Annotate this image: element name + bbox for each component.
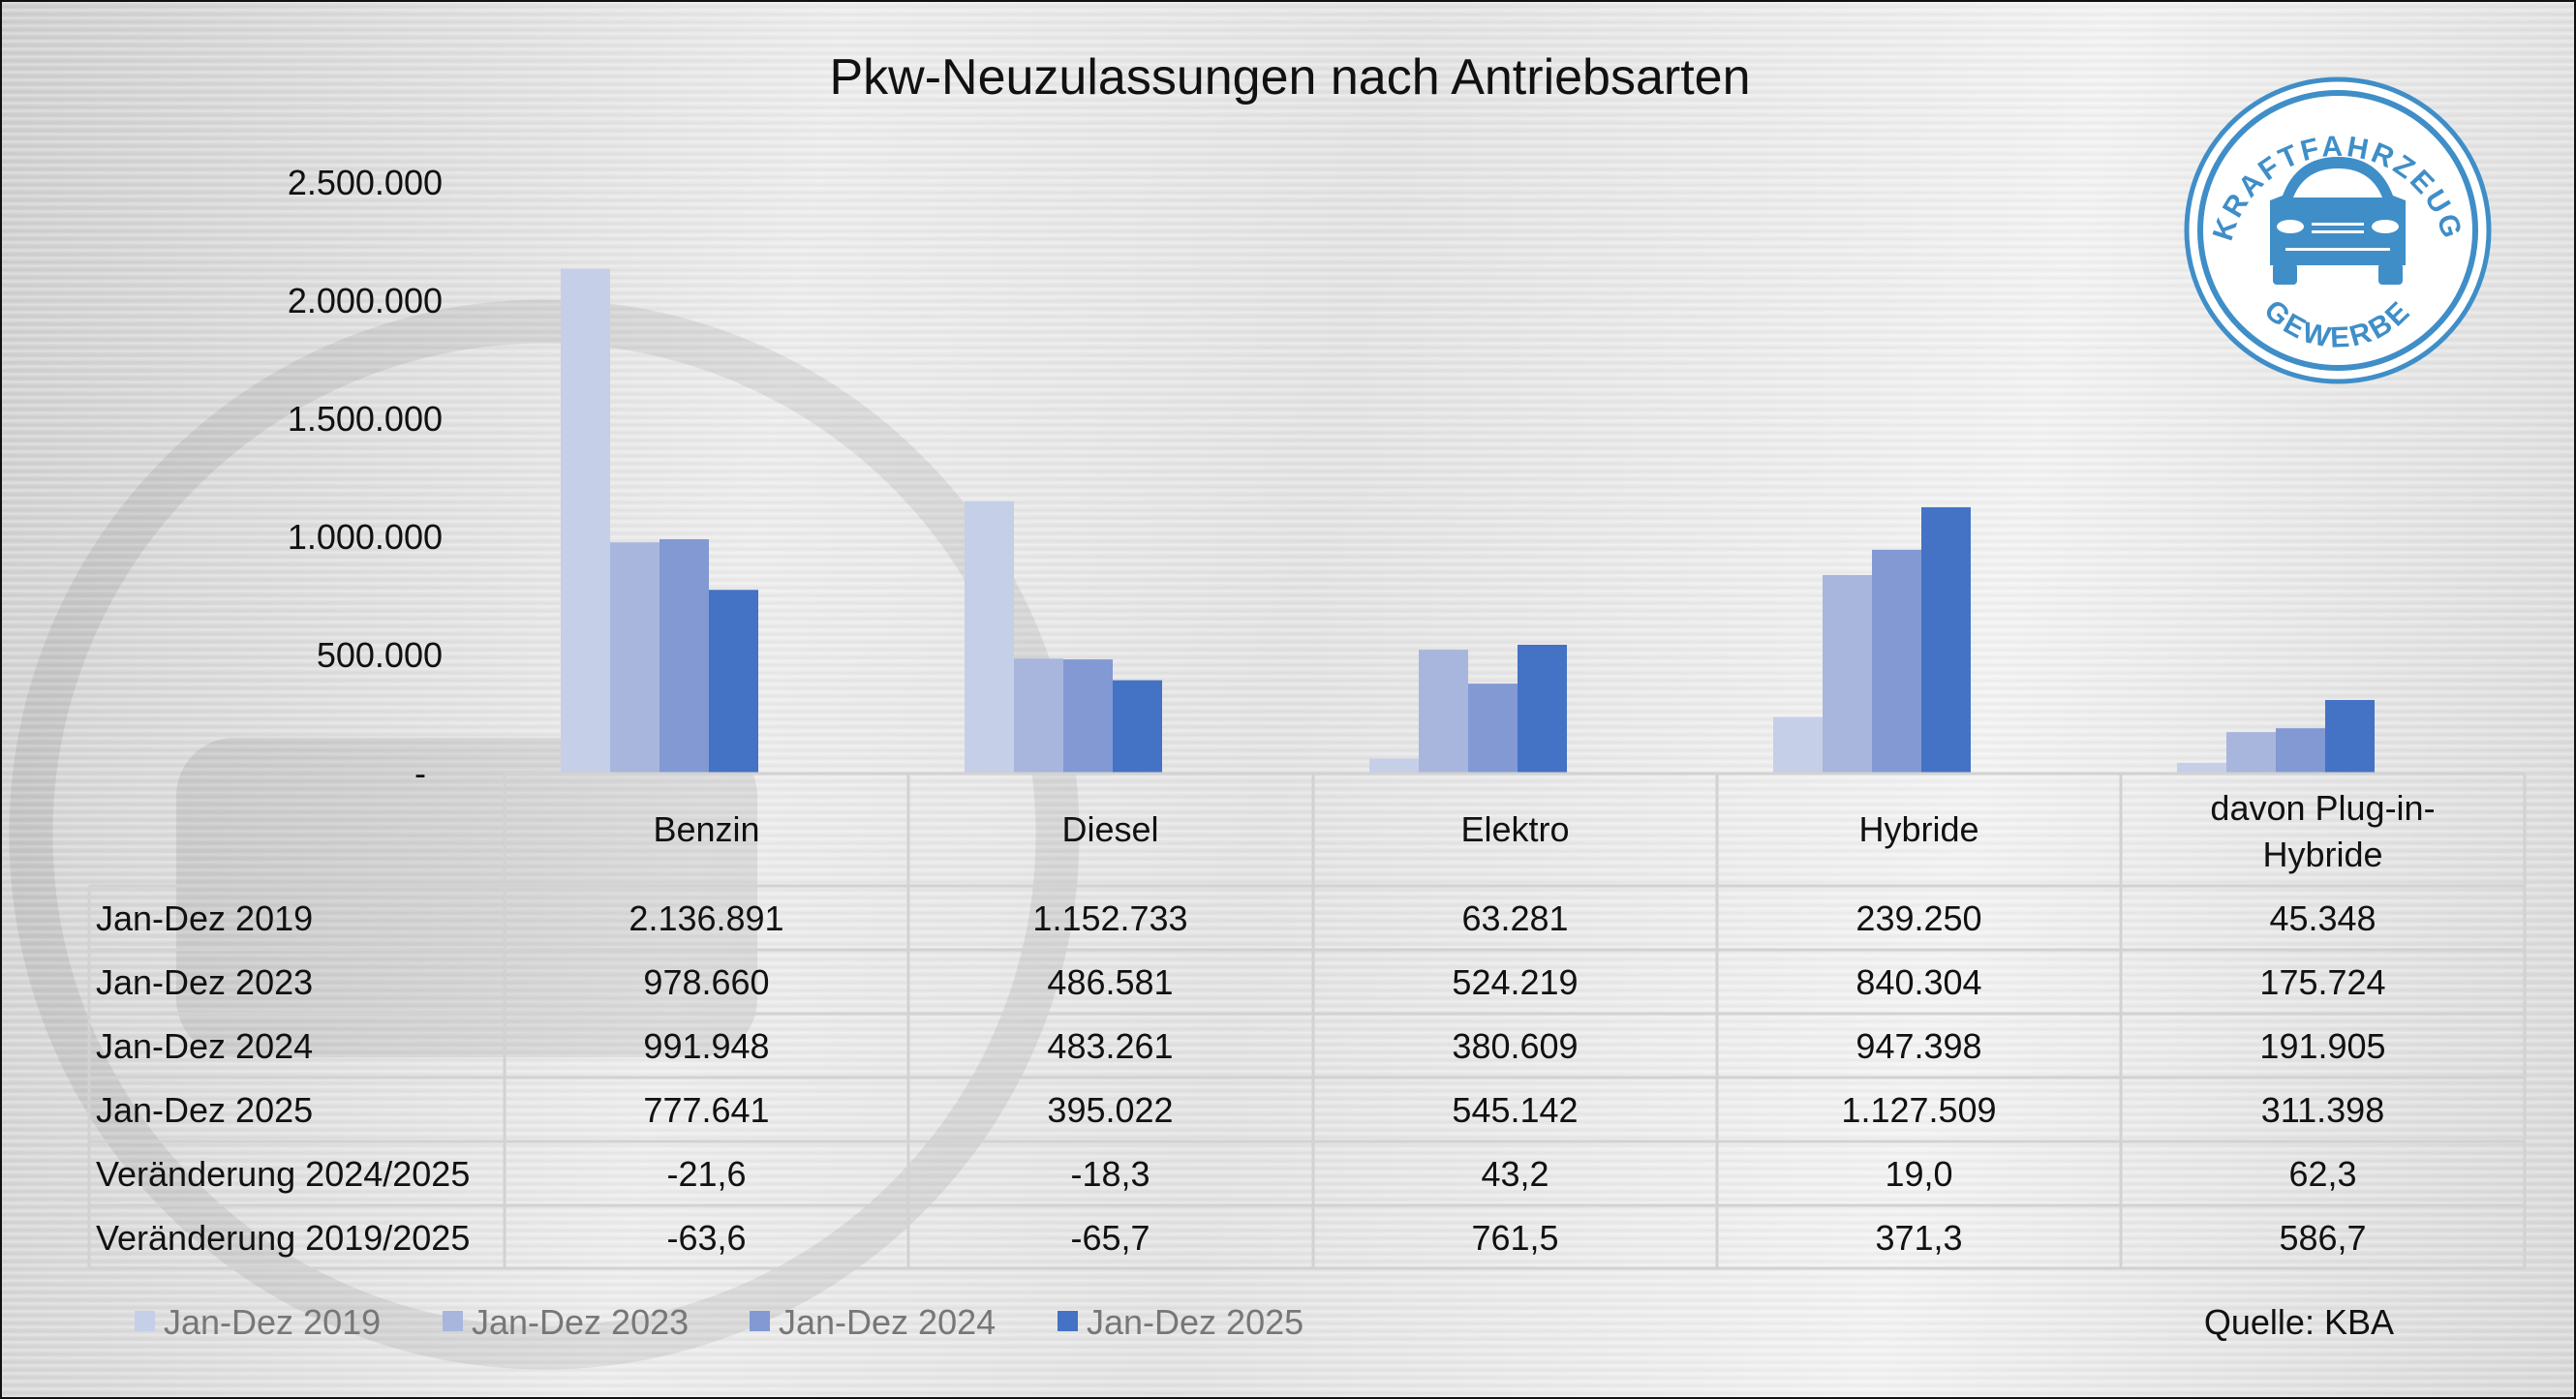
car-headlight-left [2277, 220, 2304, 233]
table-cell: 524.219 [1452, 962, 1578, 1002]
watermark-logo [9, 299, 1080, 1370]
bar-elektro-0 [1369, 758, 1419, 774]
table-cell: 62,3 [2288, 1154, 2356, 1194]
bar-diesel-1 [1014, 658, 1063, 774]
bar-hybride-1 [1823, 574, 1872, 774]
bar-hybride-2 [1872, 549, 1921, 774]
car-icon [2270, 157, 2406, 285]
table-cell: 545.142 [1452, 1090, 1578, 1130]
car-grille [2312, 230, 2364, 233]
table-cell: 991.948 [643, 1026, 769, 1066]
legend-swatch [135, 1311, 155, 1331]
category-header: Elektro [1460, 809, 1569, 849]
legend-label: Jan-Dez 2025 [1087, 1302, 1303, 1342]
car-headlight-right [2372, 220, 2399, 233]
bar-elektro-2 [1468, 684, 1518, 774]
bar-diesel-3 [1113, 680, 1162, 774]
bar-benzin-3 [709, 590, 758, 774]
category-header: Benzin [653, 809, 759, 849]
table-cell: 586,7 [2279, 1218, 2366, 1258]
y-tick-label: 2.500.000 [288, 163, 443, 202]
table-cell: 371,3 [1875, 1218, 1962, 1258]
table-cell: 761,5 [1471, 1218, 1558, 1258]
legend-swatch [1058, 1311, 1078, 1331]
bar-hybride-3 [1921, 506, 1971, 774]
car-grille [2312, 223, 2364, 226]
source-note: Quelle: KBA [2204, 1302, 2394, 1342]
table-cell: 380.609 [1452, 1026, 1578, 1066]
table-row-label: Jan-Dez 2019 [96, 898, 313, 938]
category-header: Diesel [1061, 809, 1158, 849]
watermark-ring [9, 299, 1080, 1370]
table-row-label: Veränderung 2024/2025 [96, 1154, 470, 1194]
table-cell: 19,0 [1885, 1154, 1952, 1194]
table-cell: 840.304 [1855, 962, 1981, 1002]
bar-diesel-0 [965, 501, 1014, 774]
table-row-label: Jan-Dez 2025 [96, 1090, 313, 1130]
table-cell: 486.581 [1047, 962, 1173, 1002]
table-cell: 2.136.891 [629, 898, 783, 938]
car-wheel-left [2273, 263, 2297, 285]
category-header: Hybride [2262, 835, 2382, 874]
table-cell: 947.398 [1855, 1026, 1981, 1066]
table-cell: 1.152.733 [1032, 898, 1187, 938]
y-tick-label: 1.000.000 [288, 517, 443, 557]
bar-elektro-3 [1518, 644, 1567, 774]
table-cell: 175.724 [2259, 962, 2385, 1002]
table-cell: -65,7 [1070, 1218, 1150, 1258]
table-row-label: Jan-Dez 2023 [96, 962, 313, 1002]
table-cell: 45.348 [2269, 898, 2376, 938]
table-cell: 395.022 [1047, 1090, 1173, 1130]
legend-label: Jan-Dez 2023 [472, 1302, 689, 1342]
category-header: davon Plug-in- [2210, 788, 2435, 828]
table-cell: -63,6 [666, 1218, 746, 1258]
y-tick-label: 1.500.000 [288, 399, 443, 439]
table-cell: 63.281 [1461, 898, 1568, 938]
logo-inner-ring [2197, 90, 2478, 371]
bar-davon-plug-in-hybride-2 [2276, 728, 2325, 774]
table-cell: 483.261 [1047, 1026, 1173, 1066]
bar-davon-plug-in-hybride-0 [2177, 762, 2226, 774]
category-header: Hybride [1858, 809, 1978, 849]
bar-davon-plug-in-hybride-1 [2226, 732, 2276, 774]
table-cell: 978.660 [643, 962, 769, 1002]
y-tick-label: 500.000 [317, 635, 443, 675]
legend-label: Jan-Dez 2024 [779, 1302, 996, 1342]
table-cell: 777.641 [643, 1090, 769, 1130]
table-cell: 191.905 [2259, 1026, 2385, 1066]
bar-diesel-2 [1063, 659, 1113, 774]
car-windshield [2293, 168, 2382, 198]
table-row-label: Jan-Dez 2024 [96, 1026, 313, 1066]
bar-benzin-2 [659, 538, 709, 774]
legend-swatch [750, 1311, 770, 1331]
data-table-grid [87, 772, 2527, 1270]
table-cell: 43,2 [1481, 1154, 1549, 1194]
chart-title: Pkw-Neuzulassungen nach Antriebsarten [829, 49, 1750, 106]
y-tick-label: - [414, 753, 426, 793]
table-cell: -21,6 [666, 1154, 746, 1194]
y-tick-label: 2.000.000 [288, 281, 443, 320]
legend-swatch [443, 1311, 463, 1331]
bar-davon-plug-in-hybride-3 [2325, 700, 2375, 774]
car-bumper [2285, 248, 2390, 251]
legend-label: Jan-Dez 2019 [164, 1302, 381, 1342]
bar-elektro-1 [1419, 650, 1468, 774]
table-cell: -18,3 [1070, 1154, 1150, 1194]
table-cell: 1.127.509 [1841, 1090, 1996, 1130]
table-cell: 311.398 [2261, 1090, 2384, 1130]
table-row-label: Veränderung 2019/2025 [96, 1218, 470, 1258]
bar-hybride-0 [1773, 716, 1823, 774]
watermark-car [176, 738, 757, 1057]
car-wheel-right [2378, 263, 2403, 285]
table-cell: 239.250 [1855, 898, 1981, 938]
bar-benzin-0 [561, 268, 610, 774]
bar-benzin-1 [610, 542, 659, 774]
